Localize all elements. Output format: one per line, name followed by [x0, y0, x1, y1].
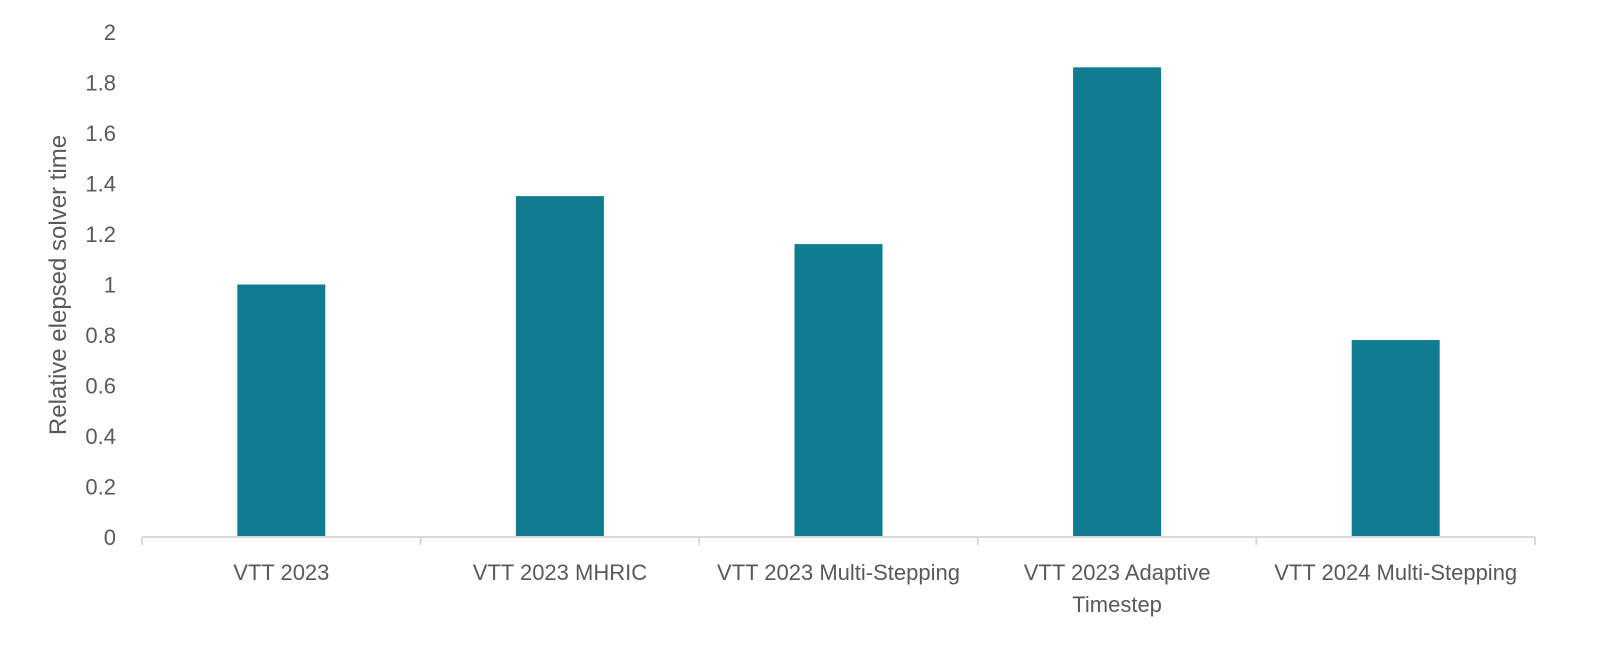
- x-axis: [141, 536, 1536, 545]
- bar: [1351, 340, 1440, 537]
- bar: [237, 284, 326, 537]
- y-tick-label: 2: [104, 20, 116, 45]
- y-tick-label: 1.8: [85, 71, 116, 96]
- y-axis-tick-labels: 0 0.2 0.4 0.6 0.8 1 1.2 1.4 1.6 1.8 2: [85, 20, 116, 550]
- x-category-label-line: VTT 2023 Adaptive: [1024, 560, 1211, 585]
- y-tick-label: 1: [104, 273, 116, 298]
- x-category-label-line: VTT 2023 MHRIC: [473, 560, 648, 585]
- x-category-label-line: VTT 2023: [233, 560, 329, 585]
- y-tick-label: 1.2: [85, 222, 116, 247]
- bar: [515, 196, 604, 537]
- x-category-label-line: Timestep: [1072, 592, 1162, 617]
- y-tick-label: 0.2: [85, 475, 116, 500]
- x-category-label-line: VTT 2024 Multi-Stepping: [1274, 560, 1517, 585]
- y-axis-title: Relative elepsed solver time: [45, 135, 72, 435]
- y-tick-label: 1.6: [85, 121, 116, 146]
- y-tick-label: 0: [104, 525, 116, 550]
- x-category-label: VTT 2023 Multi-Stepping: [717, 560, 960, 585]
- x-axis-category-labels: VTT 2023 VTT 2023 MHRIC VTT 2023 Multi-Ste…: [233, 560, 1517, 617]
- x-category-label: VTT 2023 Adaptive Timestep: [1024, 560, 1211, 617]
- x-category-label: VTT 2023: [233, 560, 329, 585]
- y-tick-label: 0.6: [85, 374, 116, 399]
- bars: [237, 67, 1440, 537]
- y-tick-label: 0.8: [85, 323, 116, 348]
- bar: [794, 244, 883, 537]
- x-category-label-line: VTT 2023 Multi-Stepping: [717, 560, 960, 585]
- bar: [1073, 67, 1162, 537]
- y-tick-label: 1.4: [85, 172, 116, 197]
- y-tick-label: 0.4: [85, 424, 116, 449]
- x-category-label: VTT 2023 MHRIC: [473, 560, 648, 585]
- x-category-label: VTT 2024 Multi-Stepping: [1274, 560, 1517, 585]
